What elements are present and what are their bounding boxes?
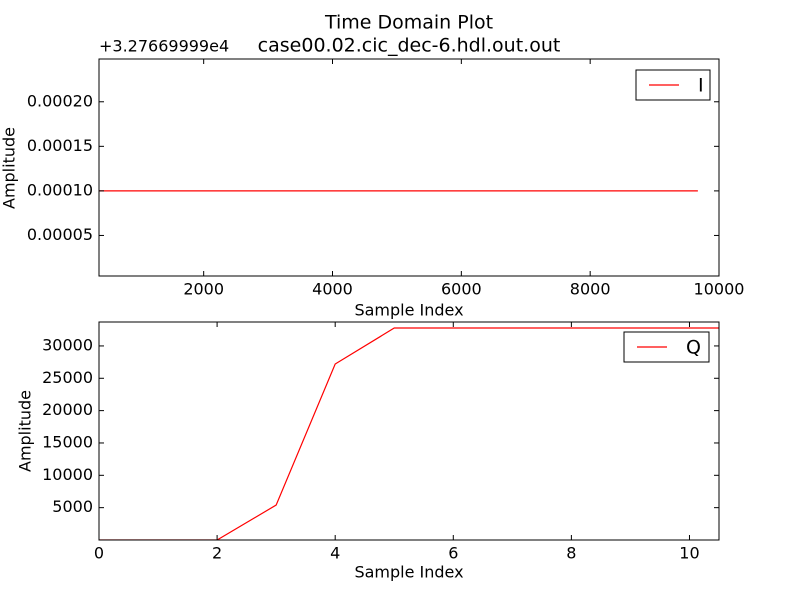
legend: Q bbox=[623, 331, 710, 363]
chart-subtitle: case00.02.cic_dec-6.hdl.out.out bbox=[258, 35, 561, 57]
y-tick-label: 0.00020 bbox=[27, 91, 93, 110]
x-tick-label: 4 bbox=[330, 544, 340, 563]
x-tick-label: 2000 bbox=[183, 280, 224, 299]
y-tick-label: 0.00005 bbox=[27, 225, 93, 244]
x-tick-label: 2 bbox=[212, 544, 222, 563]
y-tick-label: 15000 bbox=[42, 432, 93, 451]
x-tick-label: 10 bbox=[679, 544, 699, 563]
x-axis-label: Sample Index bbox=[354, 301, 463, 320]
x-tick-label: 8000 bbox=[570, 280, 611, 299]
x-tick-label: 6000 bbox=[441, 280, 482, 299]
data-line bbox=[99, 327, 719, 540]
y-tick-label: 20000 bbox=[42, 400, 93, 419]
plot-area bbox=[99, 327, 719, 540]
x-tick-label: 8 bbox=[566, 544, 576, 563]
y-offset-label: +3.27669999e4 bbox=[99, 37, 229, 56]
y-tick-label: 0.00010 bbox=[27, 180, 93, 199]
y-tick-label: 0.00015 bbox=[27, 136, 93, 155]
x-tick-label: 6 bbox=[448, 544, 458, 563]
y-axis-label: Amplitude bbox=[0, 127, 19, 209]
x-axis-label: Sample Index bbox=[354, 563, 463, 582]
y-tick-label: 10000 bbox=[42, 465, 93, 484]
y-tick-label: 30000 bbox=[42, 335, 93, 354]
y-tick-label: 25000 bbox=[42, 368, 93, 387]
x-tick-label: 4000 bbox=[312, 280, 353, 299]
y-axis-label: Amplitude bbox=[16, 390, 35, 472]
axes-frame bbox=[98, 58, 720, 277]
legend: I bbox=[635, 69, 711, 101]
axes-frame bbox=[98, 321, 720, 541]
chart-title: Time Domain Plot bbox=[324, 12, 493, 34]
x-tick-label: 0 bbox=[94, 544, 104, 563]
legend-label: I bbox=[698, 75, 704, 97]
y-tick-label: 5000 bbox=[52, 497, 93, 516]
legend-label: Q bbox=[686, 337, 701, 359]
x-tick-label: 10000 bbox=[694, 280, 745, 299]
